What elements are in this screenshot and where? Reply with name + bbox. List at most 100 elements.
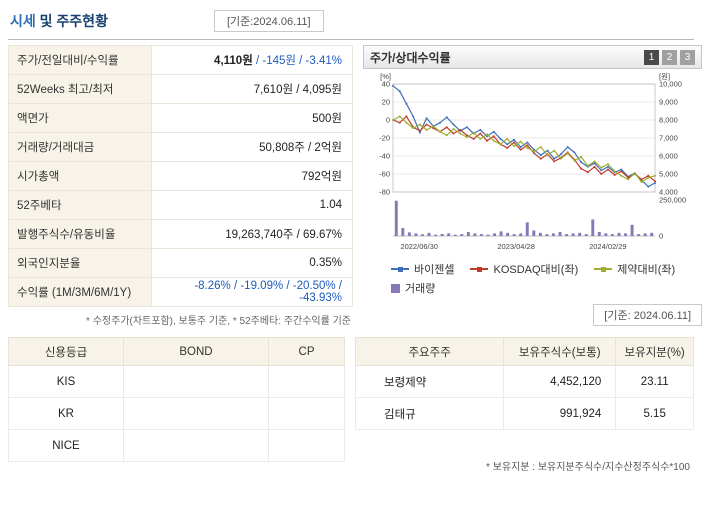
credit-bond [122, 365, 270, 398]
chart-panel: 주가/상대수익률 1 2 3 40 10,000 20 9,000 0 8,000 -20 7… [363, 45, 702, 326]
legend-label: 거래량 [405, 283, 436, 295]
holder-name: 김태규 [354, 397, 505, 430]
quote-label: 52Weeks 최고/최저 [8, 74, 152, 104]
holders-header: 보유주식수(보통) [503, 337, 617, 366]
quote-row-volume: 거래량/거래대금 50,808주 / 2억원 [8, 132, 353, 162]
chart-date-wrap: [기준: 2024.06.11] [363, 304, 702, 326]
credit-agency: KIS [8, 365, 124, 398]
holder-name: 보령제약 [354, 365, 505, 398]
chart-reference-date: [기준: 2024.06.11] [593, 304, 702, 326]
quote-label: 외국인지분율 [8, 248, 152, 278]
chart-range-button-1[interactable]: 1 [644, 49, 659, 65]
chart-range-buttons: 1 2 3 [644, 49, 695, 65]
credit-header: BOND [122, 337, 270, 366]
quote-row-marketcap: 시가총액 792억원 [8, 161, 353, 191]
svg-text:-60: -60 [379, 170, 390, 179]
quote-row-parvalue: 액면가 500원 [8, 103, 353, 133]
page-title-rest: 및 주주현황 [35, 13, 108, 29]
holders-header: 주요주주 [354, 337, 505, 366]
credit-row-kr: KR [8, 397, 345, 430]
svg-text:2024/02/29: 2024/02/29 [589, 242, 627, 251]
svg-text:7,000: 7,000 [659, 134, 678, 143]
price-chart: 40 10,000 20 9,000 0 8,000 -20 7,000 -40 6,000 -60… [363, 69, 702, 259]
page: 시세 및 주주현황 [기준:2024.06.11] 주가/전일대비/수익률 4,… [8, 8, 702, 473]
chart-legend: 바이젠셀 KOSDAQ대비(좌) 제약대비(좌) 거래량 [363, 261, 702, 296]
credit-rating-table: 신용등급 BOND CP KIS KR NICE [8, 337, 345, 462]
quote-label: 시가총액 [8, 161, 152, 191]
legend-item-제약대비(좌): 제약대비(좌) [594, 261, 675, 277]
quote-value: 500원 [151, 103, 353, 133]
quote-section: 주가/전일대비/수익률 4,110원 / -145원 / -3.41% 52We… [8, 45, 353, 327]
quote-value: 19,263,740주 / 69.67% [151, 219, 353, 249]
svg-text:-40: -40 [379, 152, 390, 161]
major-holders-table: 주요주주 보유주식수(보통) 보유지분(%) 보령제약 4,452,120 23… [354, 337, 694, 430]
legend-marker [594, 266, 613, 272]
legend-marker [391, 283, 400, 293]
quote-label: 거래량/거래대금 [8, 132, 152, 162]
svg-text:20: 20 [382, 98, 390, 107]
quote-table-footnote: * 수정주가(차트포함), 보통주 기준, * 52주베타: 주간수익률 기준 [86, 316, 351, 327]
svg-text:5,000: 5,000 [659, 170, 678, 179]
svg-text:-20: -20 [379, 134, 390, 143]
credit-cp [268, 397, 345, 430]
svg-text:0: 0 [659, 232, 663, 241]
quote-row-price: 주가/전일대비/수익률 4,110원 / -145원 / -3.41% [8, 45, 353, 75]
bottom-section: 신용등급 BOND CP KIS KR NICE [8, 337, 694, 473]
credit-cp [268, 365, 345, 398]
reference-date-box: [기준:2024.06.11] [213, 10, 324, 32]
svg-text:4,000: 4,000 [659, 188, 678, 197]
quote-value: 792억원 [151, 161, 353, 191]
price-chart-svg: 40 10,000 20 9,000 0 8,000 -20 7,000 -40 6,000 -60… [379, 72, 686, 251]
holders-section: 주요주주 보유주식수(보통) 보유지분(%) 보령제약 4,452,120 23… [354, 337, 694, 473]
quote-value: -8.26% / -19.09% / -20.50% / -43.93% [151, 277, 353, 307]
svg-text:2022/06/30: 2022/06/30 [400, 242, 438, 251]
quote-row-beta: 52주베타 1.04 [8, 190, 353, 220]
svg-text:9,000: 9,000 [659, 98, 678, 107]
credit-row-nice: NICE [8, 429, 345, 462]
credit-cp [268, 429, 345, 462]
svg-text:[원]: [원] [659, 72, 670, 81]
holders-footnote: * 보유지분 : 보유지분주식수/지수산정주식수*100 [486, 462, 690, 473]
legend-label: 제약대비(좌) [617, 264, 676, 276]
chart-range-button-3[interactable]: 3 [680, 49, 695, 65]
quote-table: 주가/전일대비/수익률 4,110원 / -145원 / -3.41% 52We… [8, 45, 353, 307]
quote-label: 주가/전일대비/수익률 [8, 45, 152, 75]
holder-pct: 5.15 [615, 397, 694, 430]
holder-pct: 23.11 [615, 365, 694, 398]
holders-header: 보유지분(%) [615, 337, 694, 366]
legend-label: KOSDAQ대비(좌) [493, 264, 579, 276]
quote-value: 50,808주 / 2억원 [151, 132, 353, 162]
credit-bond [122, 429, 270, 462]
quote-label: 수익률 (1M/3M/6M/1Y) [8, 277, 152, 307]
quote-row-returns: 수익률 (1M/3M/6M/1Y) -8.26% / -19.09% / -20… [8, 277, 353, 307]
quote-value: 4,110원 / -145원 / -3.41% [151, 45, 353, 75]
quote-value: 0.35% [151, 248, 353, 278]
holders-header-row: 주요주주 보유주식수(보통) 보유지분(%) [354, 337, 694, 366]
credit-row-kis: KIS [8, 365, 345, 398]
quote-row-foreign: 외국인지분율 0.35% [8, 248, 353, 278]
chart-range-button-2[interactable]: 2 [662, 49, 677, 65]
main-content: 주가/전일대비/수익률 4,110원 / -145원 / -3.41% 52We… [8, 45, 702, 327]
holder-shares: 4,452,120 [503, 365, 617, 398]
svg-text:[%]: [%] [380, 72, 391, 81]
page-title: 시세 및 주주현황 [10, 11, 108, 31]
legend-item-거래량: 거래량 [391, 280, 435, 296]
credit-bond [122, 397, 270, 430]
header-divider [8, 39, 694, 40]
quote-label: 52주베타 [8, 190, 152, 220]
svg-text:0: 0 [386, 116, 390, 125]
svg-text:250,000: 250,000 [659, 196, 686, 205]
credit-header-row: 신용등급 BOND CP [8, 337, 345, 366]
top-header: 시세 및 주주현황 [기준:2024.06.11] [8, 8, 694, 34]
holder-shares: 991,924 [503, 397, 617, 430]
chart-title: 주가/상대수익률 [370, 50, 451, 65]
credit-agency: KR [8, 397, 124, 430]
legend-marker [391, 266, 409, 272]
svg-text:2023/04/28: 2023/04/28 [497, 242, 535, 251]
holders-row: 보령제약 4,452,120 23.11 [354, 365, 694, 398]
quote-label: 발행주식수/유동비율 [8, 219, 152, 249]
holders-row: 김태규 991,924 5.15 [354, 397, 694, 430]
quote-row-shares: 발행주식수/유동비율 19,263,740주 / 69.67% [8, 219, 353, 249]
quote-value: 1.04 [151, 190, 353, 220]
svg-text:8,000: 8,000 [659, 116, 678, 125]
